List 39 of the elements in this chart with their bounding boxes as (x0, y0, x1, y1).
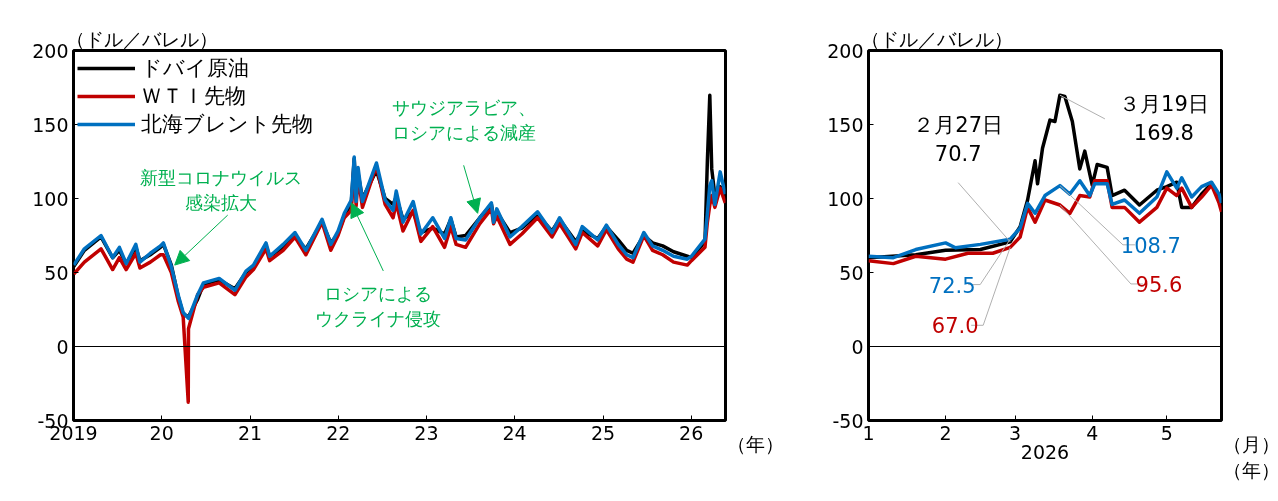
y-tick-label: 100 (32, 187, 69, 210)
data-label: 67.0 (931, 314, 979, 339)
x-tick-label: 5 (1160, 421, 1173, 444)
annotation: ３月19日 169.8 (1119, 92, 1209, 146)
x-tick-label: 25 (590, 421, 616, 444)
x-tick-label: 22 (326, 421, 351, 444)
x-tick-label: 23 (414, 421, 439, 444)
legend-label: 北海ブレント先物 (141, 111, 313, 138)
y-tick-label: 200 (32, 39, 69, 62)
x-tick-label: 24 (502, 421, 527, 444)
x-axis-title: （月） (1222, 432, 1278, 455)
x-tick-label: 21 (238, 421, 263, 444)
y-tick-label: -50 (832, 409, 864, 432)
x-tick-label: 26 (679, 421, 704, 444)
data-label: 108.7 (1120, 233, 1181, 258)
x-tick-label: 2 (939, 421, 952, 444)
data-label: 95.6 (1135, 272, 1183, 297)
y-tick-label: 0 (851, 335, 864, 358)
annotation: サウジアラビア、ロシアによる減産 (391, 97, 536, 144)
x-tick-label: 3 (1009, 421, 1022, 444)
text: （年） (1222, 458, 1278, 481)
text: 2026 (1020, 440, 1070, 463)
y-tick-label: 200 (827, 39, 864, 62)
x-tick-label: 20 (149, 421, 174, 444)
annotation: ロシアによるウクライナ侵攻 (315, 282, 442, 330)
legend-label: ＷＴＩ先物 (141, 83, 246, 110)
y-tick-label: 0 (56, 335, 69, 358)
y-tick-label: 100 (827, 187, 864, 210)
x-tick-label: 1 (862, 421, 875, 444)
legend-label: ドバイ原油 (141, 55, 249, 82)
annotation: 新型コロナウイルス感染拡大 (139, 167, 302, 214)
x-tick-label: 4 (1086, 421, 1099, 444)
y-tick-label: 150 (827, 113, 864, 136)
data-label: 72.5 (928, 273, 976, 298)
y-tick-label: 50 (839, 261, 864, 284)
y-tick-label: 50 (44, 261, 69, 284)
x-axis-title: （年） (726, 432, 784, 455)
y-tick-label: 150 (32, 113, 69, 136)
annotation: ２月27日 70.7 (913, 112, 1004, 166)
